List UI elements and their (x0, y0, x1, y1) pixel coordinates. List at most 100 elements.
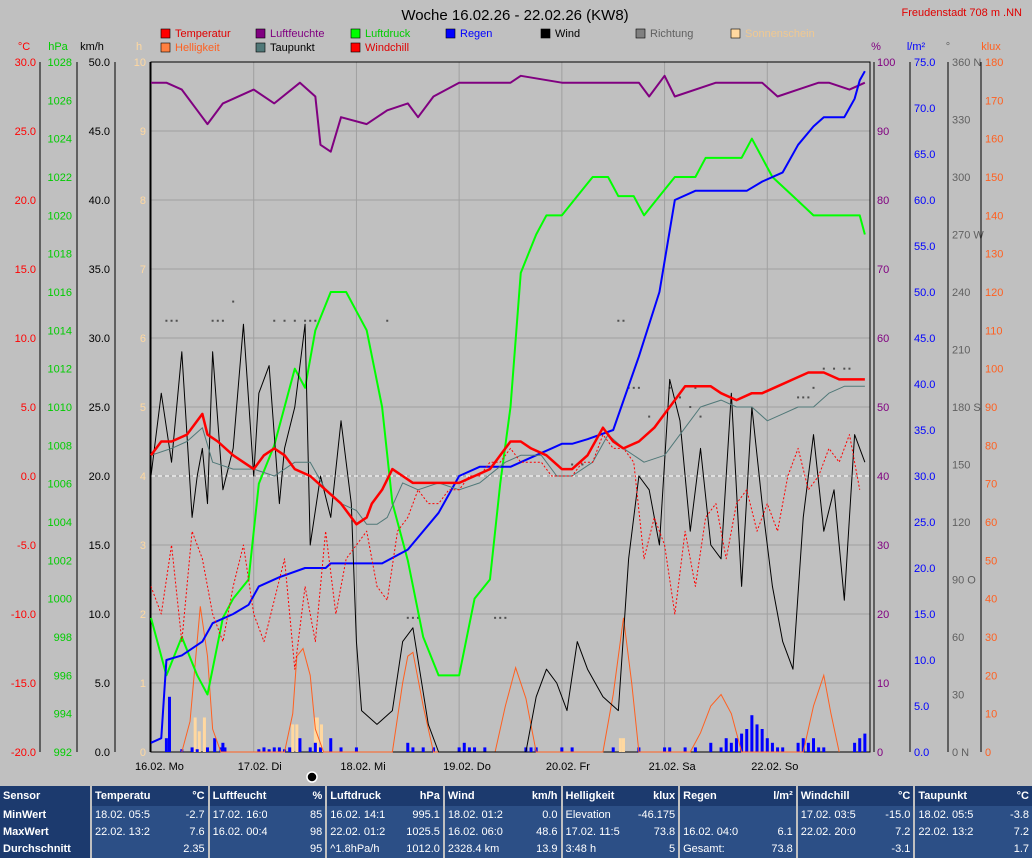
wind-direction-point (637, 386, 640, 389)
axis-unit-label: klux (981, 41, 1001, 53)
bar-layers (164, 696, 867, 752)
axis-tick-label: 15.0 (89, 540, 110, 552)
rain-bar (822, 747, 826, 752)
stats-cell: 2328.4 km (442, 840, 503, 858)
x-axis-label: 21.02. Sa (649, 761, 697, 773)
axis-tick-label: 1 (140, 678, 146, 690)
stats-cell: Wind (442, 786, 503, 806)
axis-tick-label: 1026 (48, 95, 72, 107)
axis-tick-label: 20.0 (89, 471, 110, 483)
legend-label: Windchill (365, 42, 409, 54)
stats-value: 13.9 (502, 840, 562, 858)
wind-direction-point (848, 367, 851, 370)
wind-direction-point (314, 319, 317, 322)
legend-swatch (445, 28, 456, 39)
axis-tick-label: 10 (985, 709, 997, 721)
statistics-table: Sensor Temperatur °C Luftfeuchte% Luftdruck h… (0, 786, 1032, 858)
rain-bar (560, 747, 564, 752)
axis-tick-label: 60 (877, 333, 889, 345)
current-time-marker-icon[interactable] (306, 771, 318, 783)
rain-bar (431, 747, 435, 752)
rain-bar (729, 742, 733, 752)
wind-direction-point (273, 319, 276, 322)
rain-bar (213, 738, 217, 752)
axis-tick-label: 996 (54, 670, 72, 682)
x-axis-label: 20.02. Fr (546, 761, 590, 773)
x-axis-label: 19.02. Do (443, 761, 491, 773)
stats-cell: 22.02. 13:22 (913, 823, 974, 841)
wind-direction-point (211, 319, 214, 322)
legend-swatch (635, 28, 646, 39)
legend-label: Sonnenschein (745, 28, 815, 40)
rain-bar (205, 747, 209, 752)
wind-direction-point (699, 415, 702, 418)
series-temperatur (149, 371, 865, 526)
wind-direction-point (504, 616, 507, 619)
sunshine-bar (621, 738, 625, 752)
rain-bar (765, 738, 769, 752)
rain-bar (421, 747, 425, 752)
stats-value: 7.2 (855, 823, 915, 841)
legend-label: Richtung (650, 28, 693, 40)
rain-bar (339, 747, 343, 752)
axis-tick-label: 180 S (952, 402, 981, 414)
axis-tick-label: 0 (877, 747, 883, 759)
sunshine-bar (197, 731, 201, 752)
stats-row-label: Sensor (0, 786, 91, 806)
axis-tick-label: 1012 (48, 364, 72, 376)
stats-header-row: Sensor Temperatur °C Luftfeuchte% Luftdruck h… (0, 786, 1032, 806)
axis-tick-label: -15.0 (11, 678, 36, 690)
stats-cell: Helligkeit (560, 786, 621, 806)
axis-tick-label: 10.0 (15, 333, 36, 345)
axis-tick-label: 3 (140, 540, 146, 552)
axis-tick-label: 5.0 (21, 402, 36, 414)
stats-cell: 17.02. 16:01 (207, 805, 268, 824)
wind-direction-point (494, 616, 497, 619)
rain-bar (267, 749, 271, 752)
axis-tick-label: 992 (54, 747, 72, 759)
axis-tick-label: 1020 (48, 210, 72, 222)
stats-value: % (267, 786, 327, 806)
stats-cell: 16.02. 14:15 (325, 805, 386, 824)
axis-tick-label: 2 (140, 609, 146, 621)
axis-tick-label: 1004 (48, 517, 72, 529)
axis-tick-label: 0 N (952, 747, 969, 759)
rain-bar (329, 738, 333, 752)
rain-bar (167, 696, 171, 752)
rain-bar (473, 747, 477, 752)
stats-cell (207, 840, 268, 858)
stats-cell: Luftfeuchte (207, 786, 268, 806)
axis-tick-label: 210 (952, 345, 970, 357)
stats-value: -2.7 (149, 805, 209, 824)
series-luftfeuchte (151, 74, 866, 153)
x-axis-label: 18.02. Mi (340, 761, 385, 773)
axis-tick-label: 35.0 (914, 425, 935, 437)
stats-cell: 18.02. 01:26 (442, 805, 503, 824)
stats-value: km/h (502, 786, 562, 806)
axis-tick-label: 20.0 (15, 195, 36, 207)
axis-tick-label: 30 (985, 632, 997, 644)
rain-bar (164, 738, 168, 752)
chart-title: Woche 16.02.26 - 22.02.26 (KW8) (401, 7, 628, 24)
rain-bar (298, 738, 302, 752)
sunshine-bar (295, 724, 299, 752)
stats-cell: 17.02. 11:52 (560, 823, 621, 841)
axis-tick-label: 1016 (48, 287, 72, 299)
rain-bar (853, 742, 857, 752)
stats-value: l/m² (737, 786, 797, 806)
axis-tick-label: 60.0 (914, 195, 935, 207)
stats-value: 0.0 (502, 805, 562, 824)
stats-cell: 16.02. 00:48 (207, 823, 268, 841)
rain-bar (760, 729, 764, 752)
axis-tick-label: 4 (140, 471, 146, 483)
axis-tick-label: 7 (140, 264, 146, 276)
axis-tick-label: -20.0 (11, 747, 36, 759)
axis-unit-label: °C (18, 41, 30, 53)
rain-bar (529, 747, 533, 752)
axis-tick-label: 8 (140, 195, 146, 207)
stats-row: Durchschnitt 2.35 95 ^1.8hPa/h 1012.0 2328.4 … (0, 840, 1032, 858)
stats-value (737, 805, 797, 824)
axis-tick-label: 1010 (48, 402, 72, 414)
stats-value: 995.1 (385, 805, 444, 824)
